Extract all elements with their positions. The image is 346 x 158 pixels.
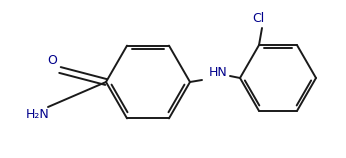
Text: O: O: [47, 54, 57, 67]
Text: Cl: Cl: [252, 12, 264, 24]
Text: HN: HN: [209, 66, 227, 79]
Text: H₂N: H₂N: [26, 107, 50, 121]
